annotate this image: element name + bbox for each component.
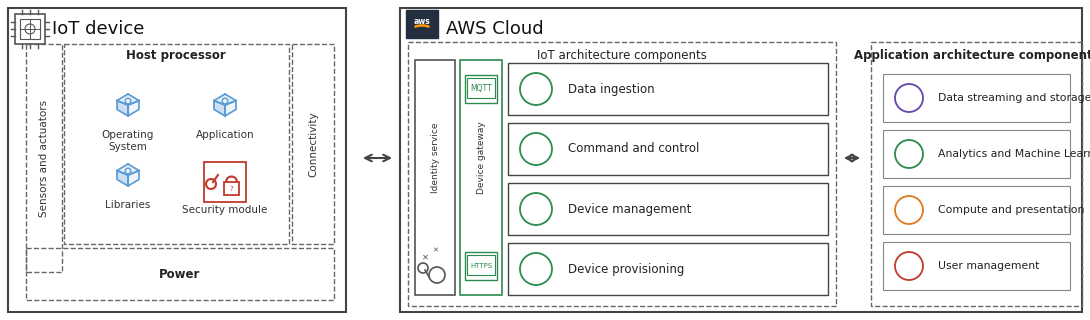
Bar bbox=[871, 42, 1082, 306]
Bar bbox=[465, 75, 497, 103]
Text: ✕: ✕ bbox=[432, 247, 438, 253]
Bar bbox=[467, 78, 495, 98]
Text: Application architecture components: Application architecture components bbox=[853, 50, 1090, 62]
Bar bbox=[508, 123, 828, 175]
Bar bbox=[405, 10, 438, 38]
Polygon shape bbox=[214, 100, 225, 116]
Text: Data streaming and storage: Data streaming and storage bbox=[938, 93, 1090, 103]
Text: Device management: Device management bbox=[568, 203, 691, 215]
Bar bbox=[508, 243, 828, 295]
Bar bbox=[400, 8, 1082, 312]
Text: ?: ? bbox=[230, 186, 233, 192]
Polygon shape bbox=[128, 171, 140, 186]
Text: Command and control: Command and control bbox=[568, 142, 700, 156]
Text: Host processor: Host processor bbox=[126, 50, 226, 62]
Bar bbox=[465, 252, 497, 280]
Text: Identity service: Identity service bbox=[431, 122, 439, 193]
Polygon shape bbox=[117, 171, 128, 186]
Bar bbox=[15, 14, 45, 44]
Text: Device provisioning: Device provisioning bbox=[568, 262, 685, 276]
Text: HTTPS: HTTPS bbox=[470, 263, 492, 269]
Polygon shape bbox=[117, 94, 140, 105]
Bar bbox=[225, 182, 239, 195]
Text: MQTT: MQTT bbox=[470, 84, 492, 93]
Bar bbox=[8, 8, 346, 312]
Text: IoT architecture components: IoT architecture components bbox=[537, 50, 707, 62]
Bar bbox=[883, 186, 1070, 234]
Bar bbox=[408, 42, 836, 306]
Bar bbox=[460, 60, 502, 295]
Bar bbox=[508, 183, 828, 235]
Bar bbox=[883, 242, 1070, 290]
Polygon shape bbox=[117, 100, 128, 116]
Text: Operating
System: Operating System bbox=[101, 130, 154, 152]
Text: Data ingestion: Data ingestion bbox=[568, 83, 655, 95]
Text: IoT device: IoT device bbox=[52, 20, 144, 38]
Text: ✕: ✕ bbox=[422, 252, 428, 261]
Bar bbox=[64, 44, 289, 244]
Text: Connectivity: Connectivity bbox=[308, 111, 318, 177]
Text: Application: Application bbox=[196, 130, 254, 140]
Polygon shape bbox=[214, 94, 237, 105]
Text: User management: User management bbox=[938, 261, 1040, 271]
Text: Security module: Security module bbox=[182, 205, 268, 215]
Polygon shape bbox=[117, 164, 140, 175]
Bar bbox=[292, 44, 334, 244]
Bar bbox=[883, 130, 1070, 178]
Bar bbox=[467, 255, 495, 275]
Bar bbox=[26, 44, 62, 272]
Bar bbox=[883, 74, 1070, 122]
Bar bbox=[26, 248, 334, 300]
Bar bbox=[415, 60, 455, 295]
Text: Sensors and actuators: Sensors and actuators bbox=[39, 100, 49, 217]
Text: Compute and presentation: Compute and presentation bbox=[938, 205, 1085, 215]
Polygon shape bbox=[128, 100, 140, 116]
Text: Libraries: Libraries bbox=[106, 200, 150, 210]
Text: Analytics and Machine Learning: Analytics and Machine Learning bbox=[938, 149, 1090, 159]
Text: AWS Cloud: AWS Cloud bbox=[446, 20, 544, 38]
Bar bbox=[20, 19, 40, 39]
Text: aws: aws bbox=[413, 17, 431, 26]
Text: Power: Power bbox=[159, 268, 201, 281]
Bar bbox=[508, 63, 828, 115]
Polygon shape bbox=[225, 100, 237, 116]
Text: Device gateway: Device gateway bbox=[476, 121, 485, 194]
Bar bbox=[204, 162, 246, 202]
